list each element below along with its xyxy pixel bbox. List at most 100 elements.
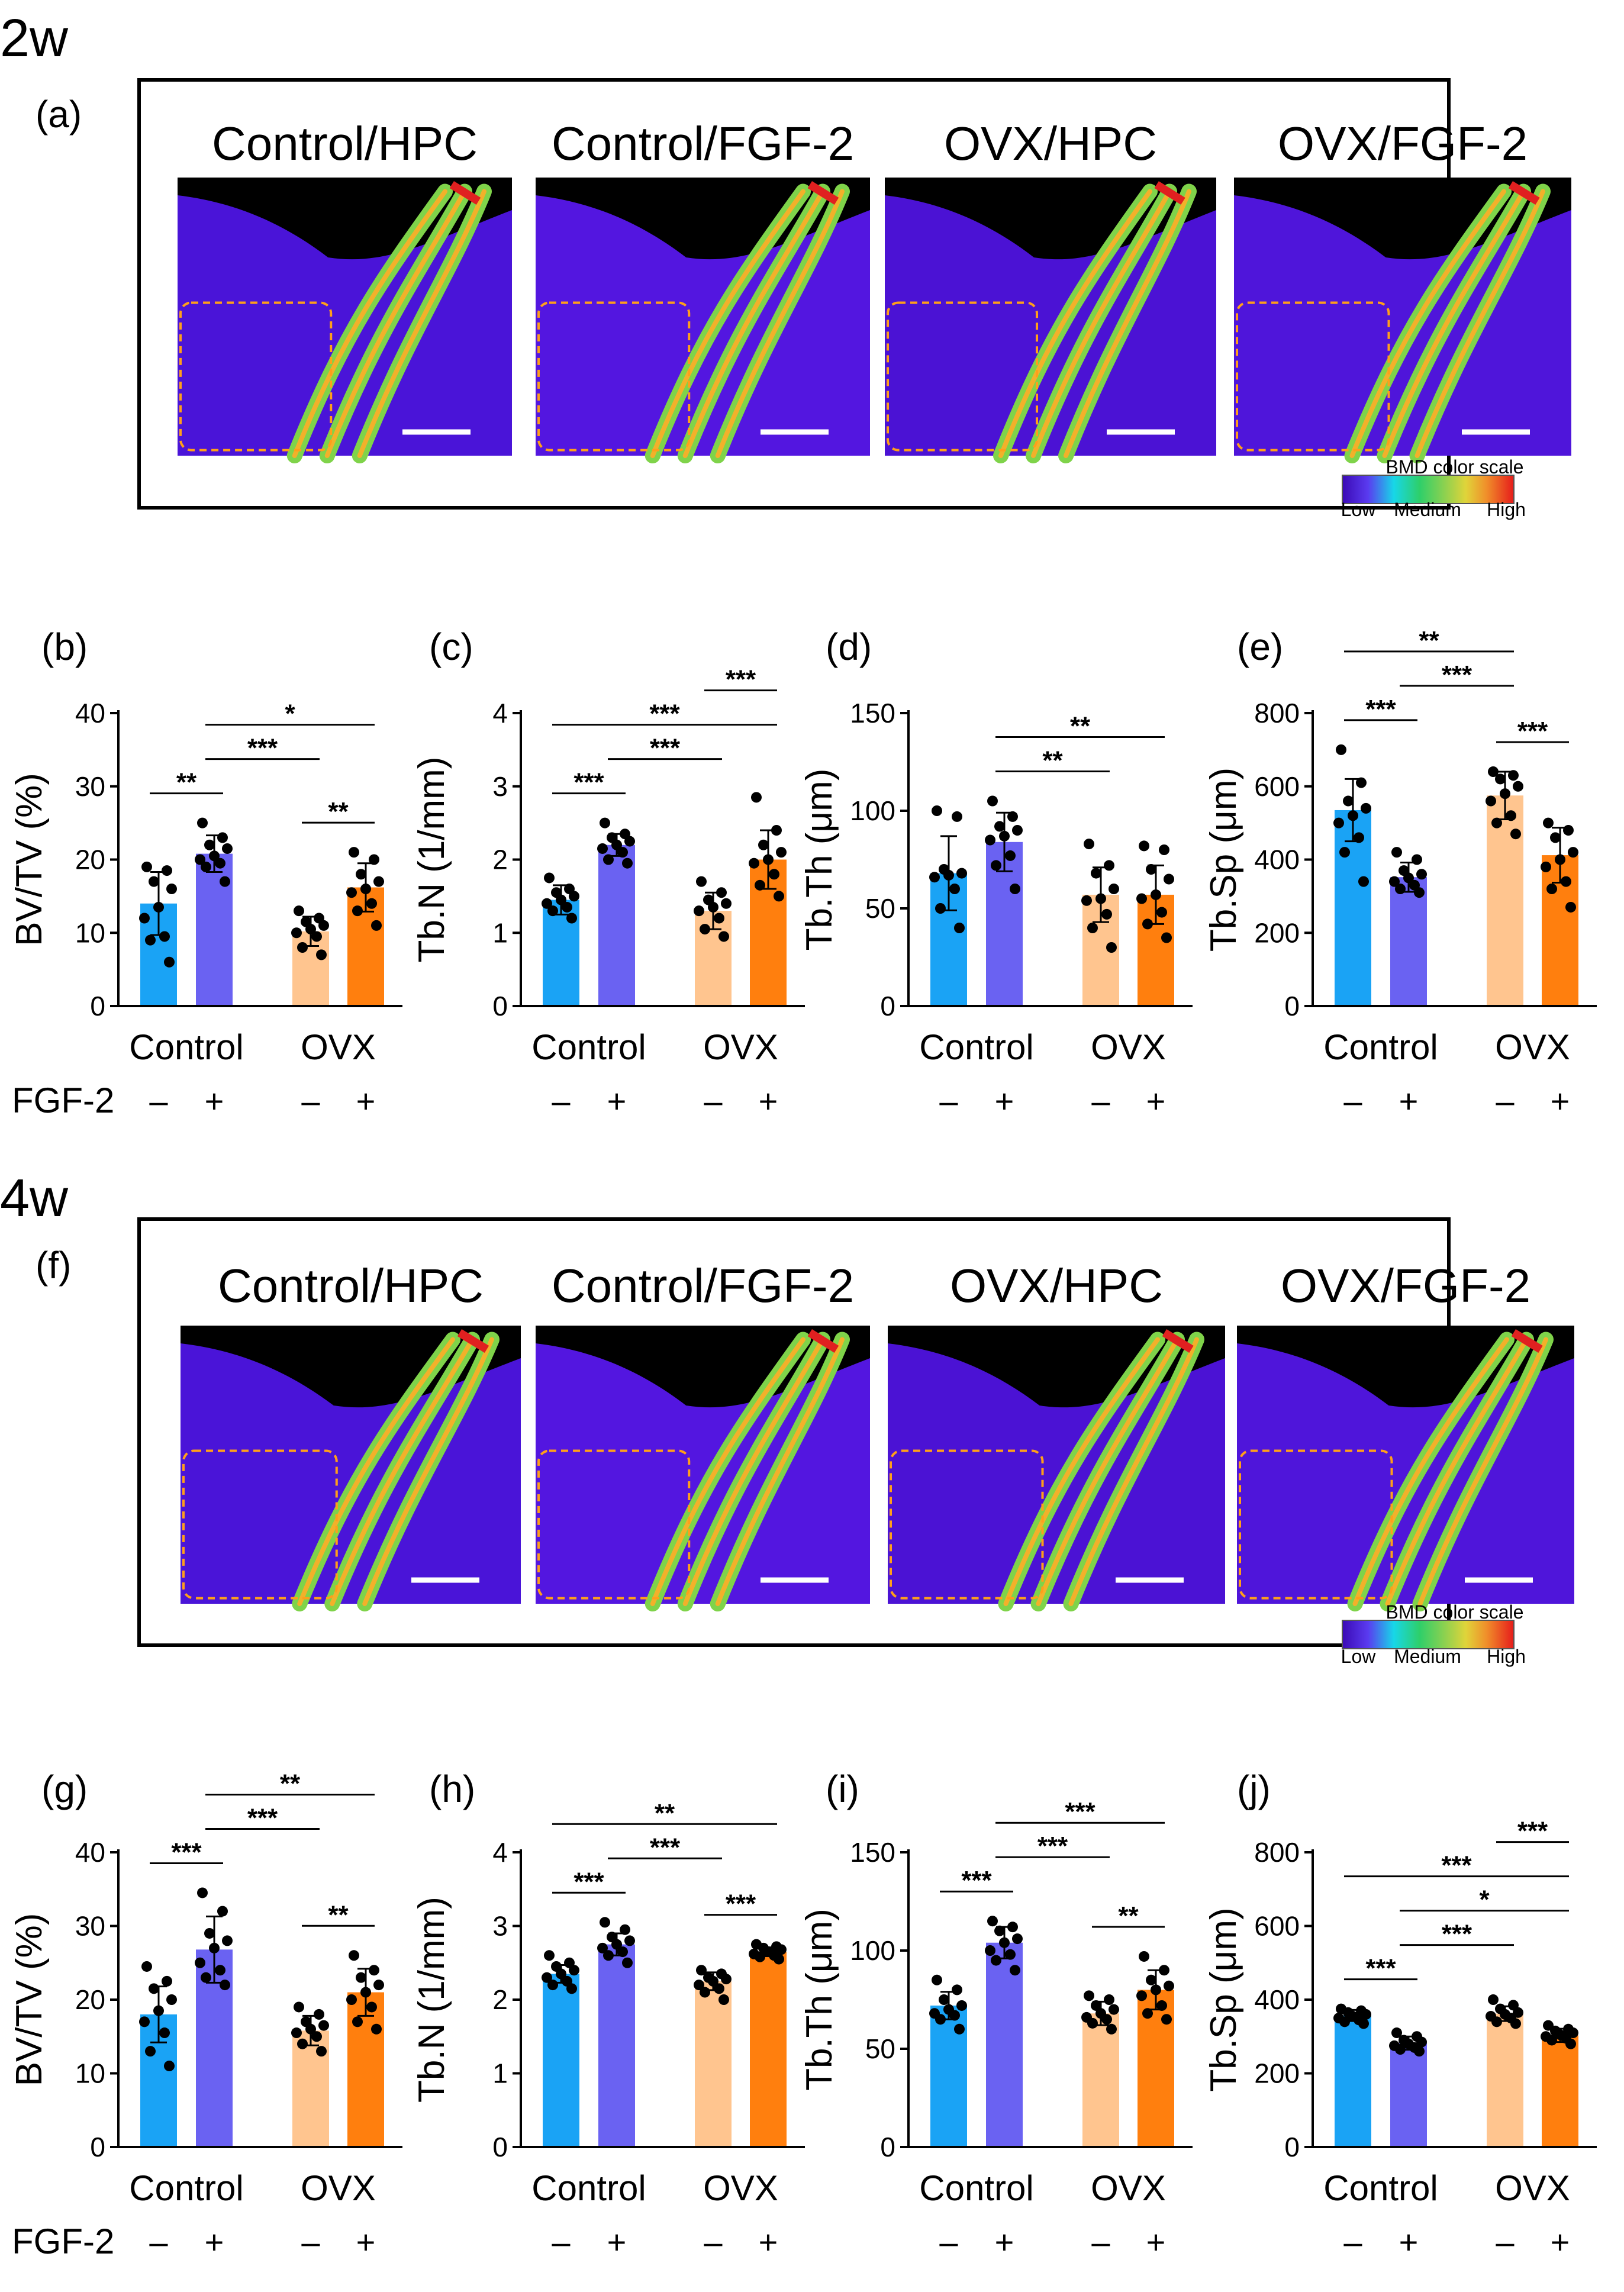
bar (1542, 2035, 1578, 2147)
group-label: OVX (703, 2168, 778, 2208)
fgf2-sign: – (1091, 1082, 1110, 1120)
data-point (700, 924, 710, 935)
bar (1487, 2013, 1523, 2147)
data-point (145, 934, 156, 946)
data-point (201, 1972, 211, 1983)
data-point (352, 905, 363, 917)
data-point (999, 830, 1010, 842)
data-point (1139, 840, 1149, 852)
significance-marker: ** (1419, 626, 1439, 655)
data-point (1414, 2046, 1425, 2057)
significance-marker: ** (1070, 712, 1091, 741)
cortical-bone-highlight (1352, 1337, 1509, 1606)
panel-letter: (d) (826, 626, 872, 668)
data-point (932, 805, 942, 816)
data-point (1356, 777, 1367, 788)
significance-marker: *** (1442, 660, 1472, 689)
data-point (547, 905, 558, 917)
fgf2-sign: + (1551, 1082, 1570, 1120)
fgf2-sign: – (552, 2223, 571, 2261)
bmd-scale-label: Low (1341, 499, 1377, 520)
fgf2-sign: – (1343, 2223, 1362, 2261)
high-density-edge (449, 181, 481, 205)
y-tick-label: 0 (492, 991, 508, 1021)
defect-region-outline (537, 1449, 691, 1600)
high-density-edge (807, 181, 839, 205)
group-label: OVX (703, 1027, 778, 1067)
data-point (956, 2000, 967, 2011)
data-point (716, 887, 727, 898)
bar (1335, 810, 1371, 1006)
data-point (987, 1916, 998, 1927)
data-point (159, 2027, 170, 2039)
microct-image (181, 1326, 521, 1611)
y-axis-title: BV/TV (%) (9, 1913, 50, 2087)
fgf2-sign: – (1496, 1082, 1515, 1120)
data-point (708, 901, 718, 913)
group-label: Control (919, 2168, 1033, 2208)
y-tick-label: 150 (850, 698, 895, 728)
data-point (291, 927, 302, 939)
cortical-bone-highlight (682, 189, 825, 458)
significance-marker: * (285, 699, 295, 728)
data-point (994, 1925, 1005, 1936)
data-point (318, 2020, 329, 2031)
bmd-scale-label: Low (1341, 1646, 1377, 1667)
data-point (1565, 901, 1576, 913)
high-density-edge (1154, 181, 1185, 205)
fgf2-sign: + (607, 1082, 627, 1120)
y-axis-title: Tb.Th (μm) (799, 1909, 840, 2091)
cortical-bone-highlight (1003, 1337, 1160, 1606)
data-point (1007, 1922, 1018, 1933)
data-point (1151, 889, 1161, 900)
data-point (195, 1957, 205, 1968)
cortical-bone-highlight (1349, 189, 1506, 458)
bar (986, 1942, 1023, 2147)
data-point (620, 1924, 630, 1935)
group-label: Control (1323, 1027, 1438, 1067)
fgf2-sign: + (1146, 2223, 1166, 2261)
y-tick-label: 400 (1254, 844, 1300, 875)
fgf2-sign: + (607, 2223, 627, 2261)
defect-region-outline (890, 1449, 1044, 1600)
data-point (763, 854, 774, 865)
data-point (222, 1935, 233, 1946)
group-label: Control (129, 1027, 243, 1067)
bar (598, 1944, 635, 2147)
data-point (1416, 869, 1427, 880)
bar (750, 1952, 787, 2147)
data-point (954, 2023, 965, 2035)
data-point (215, 1965, 225, 1976)
data-point (1546, 2035, 1557, 2046)
significance-marker: *** (1365, 695, 1396, 724)
image-title: OVX/HPC (944, 117, 1157, 170)
fgf2-sign: + (1146, 1082, 1166, 1120)
data-point (1333, 817, 1344, 829)
fgf2-sign: + (1399, 1082, 1419, 1120)
bar (1335, 2015, 1371, 2147)
data-point (294, 905, 304, 917)
data-point (197, 1887, 208, 1898)
data-point (776, 847, 787, 858)
data-point (1101, 2014, 1112, 2025)
cortical-bone-highlight (650, 1337, 805, 1606)
data-point (1142, 918, 1153, 930)
data-point (1339, 2016, 1350, 2027)
data-point (611, 1939, 622, 1950)
data-point (222, 843, 233, 854)
group-label: OVX (301, 2168, 376, 2208)
y-tick-label: 0 (1284, 2132, 1300, 2162)
data-point (1354, 832, 1364, 843)
fgf2-sign: + (356, 1082, 376, 1120)
data-point (139, 913, 150, 924)
bmd-color-scale-bar (1342, 1620, 1515, 1649)
y-tick-label: 3 (492, 771, 508, 802)
bar (196, 853, 233, 1006)
data-point (1146, 864, 1156, 875)
data-point (694, 1980, 704, 1991)
data-point (603, 854, 614, 865)
data-point (166, 884, 177, 894)
fgf2-sign: – (1091, 2223, 1110, 2261)
